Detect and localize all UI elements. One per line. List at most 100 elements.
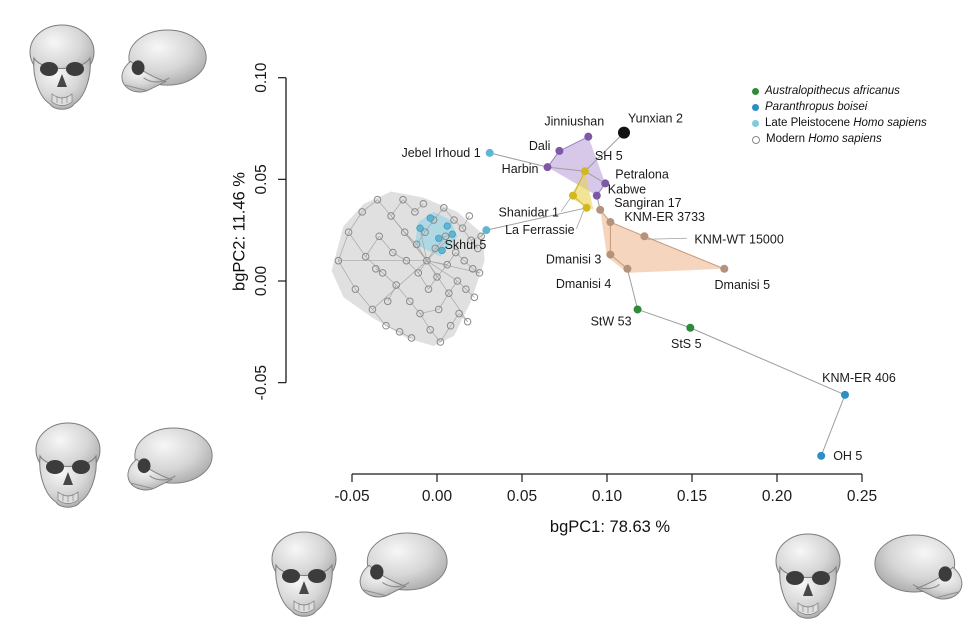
data-point-dmanisi-4 xyxy=(623,264,632,273)
data-point-knm-er-3733 xyxy=(606,218,615,227)
data-point-shanidar-1 xyxy=(569,191,577,200)
modern-human-point xyxy=(406,297,414,306)
modern-human-point xyxy=(467,236,475,245)
late-pleistocene-point xyxy=(443,222,451,230)
legend-item-modern: Modern Homo sapiens xyxy=(752,132,927,147)
data-point-jinniushan xyxy=(584,132,593,141)
modern-human-point xyxy=(334,256,343,265)
tree-edge xyxy=(820,394,846,457)
tree-edge xyxy=(637,308,691,329)
legend-item-australopithecus: Australopithecus africanus xyxy=(752,84,927,99)
cluster-tree-edge xyxy=(457,280,467,290)
late-pleistocene-point xyxy=(435,234,443,242)
modern-human-point xyxy=(443,260,452,269)
cluster-tree-edge xyxy=(470,235,482,241)
x-axis-label: bgPC1: 78.63 % xyxy=(549,518,671,536)
skull-frontal-icon xyxy=(271,531,337,617)
specimen-label-petralona: Petralona xyxy=(615,167,669,181)
modern-human-point xyxy=(451,248,460,257)
late-pleistocene-point xyxy=(438,246,446,255)
modern-human-point xyxy=(474,244,482,253)
modern-human-point xyxy=(412,240,421,249)
cluster-tree-edge xyxy=(416,232,426,245)
data-point-petralona xyxy=(601,179,610,188)
skull-frontal-icon xyxy=(35,422,101,508)
cluster-tree-edge xyxy=(463,260,473,270)
x-tick-label: 0.05 xyxy=(507,488,537,505)
specimen-label-oh-5: OH 5 xyxy=(833,449,862,463)
data-point-harbin xyxy=(543,163,552,172)
cluster-tree-edge xyxy=(355,288,373,310)
modern-human-point xyxy=(392,281,401,289)
specimen-label-sangiran-17: Sangiran 17 xyxy=(614,196,681,210)
tree-edge xyxy=(486,207,587,231)
specimen-label-stw-53: StW 53 xyxy=(591,314,632,328)
modern-human-point xyxy=(462,285,470,293)
cluster-tree-edge xyxy=(433,207,445,221)
specimen-label-sh-5: SH 5 xyxy=(595,149,623,163)
cluster-tree-edge xyxy=(426,248,436,261)
cluster-tree-edge xyxy=(443,207,455,221)
late-pleistocene-point xyxy=(416,224,424,232)
modern-human-point xyxy=(458,224,467,232)
cluster-tree-edge xyxy=(470,240,479,249)
cluster-tree-edge xyxy=(455,252,465,261)
skull-pair-bottom-center xyxy=(271,531,448,617)
legend: Australopithecus africanus Paranthropus b… xyxy=(752,84,927,147)
modern-human-point xyxy=(421,228,429,237)
data-point-sangiran-17 xyxy=(596,205,605,214)
cluster-tree-edge xyxy=(375,268,383,274)
cluster-tree-edge xyxy=(435,236,446,249)
cluster-tree-edge xyxy=(418,260,428,274)
cluster-tree-edge xyxy=(429,329,441,343)
modern-human-point xyxy=(358,208,367,216)
x-tick-label: -0.05 xyxy=(334,488,369,505)
legend-marker-australopithecus-icon xyxy=(752,88,759,95)
label-leader-line xyxy=(587,162,594,169)
modern-human-point xyxy=(407,334,416,342)
skull-frontal-icon xyxy=(29,24,95,110)
modern-human-point xyxy=(440,204,448,212)
tree-edge xyxy=(489,152,548,168)
cluster-tree-edge xyxy=(365,236,380,257)
skull-lateral-icon xyxy=(121,29,207,93)
skull-pair-bottom-right xyxy=(775,533,963,619)
modern-human-point xyxy=(383,297,392,306)
label-leader-line xyxy=(560,198,571,212)
y-tick-label: 0.10 xyxy=(253,62,270,93)
tree-edge xyxy=(690,327,846,396)
late-pleistocene-point xyxy=(448,230,456,238)
cluster-tree-edge xyxy=(424,219,434,233)
legend-item-late-pleistocene: Late Pleistocene Homo sapiens xyxy=(752,116,927,131)
cluster-tree-edge xyxy=(414,203,424,213)
cluster-tree-edge xyxy=(385,325,400,333)
erectus-hull xyxy=(600,209,725,273)
cluster-tree-edge xyxy=(365,256,383,274)
specimen-label-dmanisi-3: Dmanisi 3 xyxy=(546,253,602,267)
modern-human-point xyxy=(463,317,472,326)
specimen-label-sts-5: StS 5 xyxy=(671,337,702,351)
modern-human-point xyxy=(470,293,479,302)
specimen-label-kabwe: Kabwe xyxy=(608,183,646,197)
cluster-tree-edge xyxy=(426,260,468,322)
tree-edge xyxy=(547,166,585,172)
skull-pair-top-left xyxy=(29,24,207,110)
legend-marker-boisei-icon xyxy=(752,104,759,111)
modern-human-point xyxy=(344,228,353,237)
data-point-yunxian-2 xyxy=(618,126,630,139)
cluster-tree-edge xyxy=(404,231,428,261)
data-point-sh-5 xyxy=(580,167,589,176)
modern-human-point xyxy=(411,208,419,216)
specimen-label-jinniushan: Jinniushan xyxy=(544,115,604,129)
specimen-label-knm-er-3733: KNM-ER 3733 xyxy=(624,210,705,224)
legend-marker-modern-icon xyxy=(752,135,760,144)
cluster-tree-edge xyxy=(338,232,349,261)
data-point-oh-5 xyxy=(817,451,826,460)
cluster-tree-edge xyxy=(465,288,475,298)
modern-human-point xyxy=(446,321,455,330)
x-tick-label: 0.25 xyxy=(847,488,877,505)
data-point-sts-5 xyxy=(686,323,695,332)
skull-lateral-icon xyxy=(359,532,448,598)
cluster-tree-edge xyxy=(399,331,412,339)
cluster-tree-edge xyxy=(348,211,363,233)
